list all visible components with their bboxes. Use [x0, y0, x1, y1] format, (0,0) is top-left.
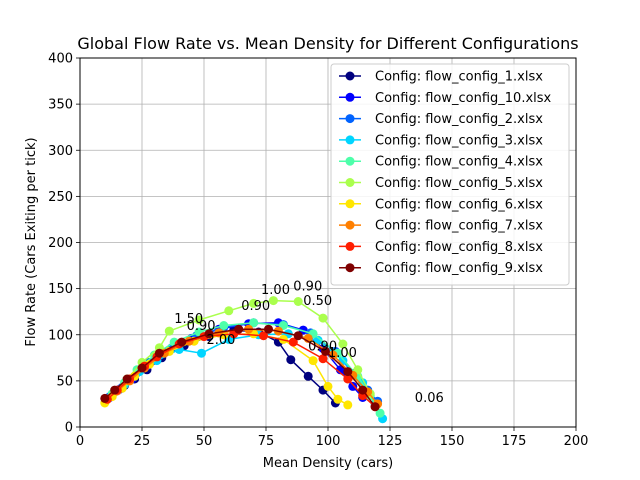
x-tick-label: 75 [258, 434, 275, 449]
data-point [348, 381, 358, 391]
data-point [224, 306, 234, 316]
x-axis-label: Mean Density (cars) [263, 456, 393, 471]
data-point [204, 329, 214, 339]
x-tick-label: 125 [378, 434, 403, 449]
data-point [100, 393, 110, 403]
point-annotation: 0.06 [415, 391, 444, 406]
legend-entry-label: Config: flow_config_6.xlsx [375, 197, 543, 212]
y-tick-label: 300 [48, 144, 73, 159]
data-point [154, 348, 164, 358]
x-tick-label: 50 [196, 434, 213, 449]
legend-entry-label: Config: flow_config_4.xlsx [375, 155, 543, 170]
data-point [318, 313, 328, 323]
data-point [303, 371, 313, 381]
legend-marker [345, 178, 355, 187]
data-point [268, 296, 278, 306]
data-point [313, 335, 323, 345]
y-tick-label: 350 [48, 98, 73, 113]
legend-marker [345, 92, 355, 102]
x-tick-label: 0 [76, 434, 84, 449]
data-point [288, 337, 298, 347]
data-point [137, 363, 147, 373]
legend-entry-label: Config: flow_config_3.xlsx [375, 133, 543, 148]
legend-entry-label: Config: flow_config_2.xlsx [375, 112, 543, 127]
data-point [259, 331, 268, 341]
annotation-group: 1.00 0.900.90 0.501.502.00 0.900.060.901.00 [174, 279, 444, 406]
legend-entry-label: Config: flow_config_1.xlsx [375, 70, 543, 85]
legend: Config: flow_config_1.xlsx Config: flow_c… [330, 63, 570, 286]
data-point [358, 385, 368, 395]
y-tick-label: 400 [48, 52, 73, 67]
data-point [343, 400, 353, 410]
axis-ticks: 0 25 50 75 100 125 150 175 200 0 50 100 150 200 250 300… [48, 52, 588, 450]
x-tick-label: 150 [440, 434, 465, 449]
point-annotation: 1.00 [328, 346, 357, 361]
chart-title: Global Flow Rate vs. Mean Density for Di… [77, 34, 578, 53]
legend-box [330, 63, 570, 286]
data-point [323, 381, 333, 391]
point-annotation: 1.00 [261, 283, 290, 298]
legend-marker [345, 135, 355, 145]
x-tick-label: 100 [316, 434, 341, 449]
data-point [370, 402, 380, 412]
legend-marker [345, 241, 355, 251]
series-group-item [100, 324, 380, 412]
data-point [293, 331, 303, 341]
data-point [343, 367, 353, 377]
data-point [321, 346, 330, 356]
data-point [249, 298, 259, 308]
point-annotation: 0.90 [308, 339, 337, 354]
y-tick-label: 150 [48, 282, 73, 297]
legend-entry-label: Config: flow_config_8.xlsx [375, 240, 543, 255]
y-tick-label: 50 [56, 374, 73, 389]
y-tick-label: 100 [48, 328, 73, 343]
data-point [308, 356, 318, 366]
point-annotation: 0.90 [293, 279, 322, 294]
data-point [194, 315, 204, 325]
data-point [122, 374, 132, 384]
legend-marker [345, 71, 355, 81]
legend-entry-label: Config: flow_config_9.xlsx [375, 261, 543, 276]
data-point [264, 324, 273, 334]
data-point [197, 348, 206, 358]
point-annotation: 0.90 [187, 319, 216, 334]
data-point [249, 318, 259, 328]
data-point [343, 374, 353, 384]
y-axis-label: Flow Rate (Cars Exiting per tick) [24, 137, 39, 346]
data-point [318, 354, 328, 364]
data-point [164, 326, 174, 336]
legend-marker [345, 220, 355, 230]
x-tick-label: 175 [502, 434, 527, 449]
data-point [286, 355, 296, 365]
x-tick-label: 25 [134, 434, 151, 449]
series-group [100, 296, 388, 424]
data-point [234, 324, 244, 334]
data-point [328, 350, 338, 360]
data-point [219, 321, 229, 330]
legend-entry-label: Config: flow_config_10.xlsx [375, 91, 552, 106]
data-point [293, 297, 303, 306]
legend-marker [345, 114, 355, 124]
y-tick-label: 0 [65, 421, 73, 436]
legend-marker [345, 156, 355, 166]
data-point [338, 339, 348, 349]
point-annotation: 1.50 [174, 312, 203, 327]
y-tick-label: 200 [48, 236, 73, 251]
point-annotation: 0.50 [303, 294, 332, 309]
legend-marker [345, 199, 355, 209]
point-annotation: 0.90 [241, 299, 270, 314]
data-point [110, 385, 120, 395]
data-point [375, 408, 385, 418]
legend-marker [345, 263, 355, 273]
legend-entry-label: Config: flow_config_5.xlsx [375, 176, 543, 191]
x-tick-label: 200 [564, 434, 589, 449]
point-annotation: 2.00 [206, 333, 235, 348]
data-point [333, 394, 343, 404]
y-tick-label: 250 [48, 190, 73, 205]
data-point [177, 337, 187, 347]
legend-entry-label: Config: flow_config_7.xlsx [375, 219, 543, 234]
